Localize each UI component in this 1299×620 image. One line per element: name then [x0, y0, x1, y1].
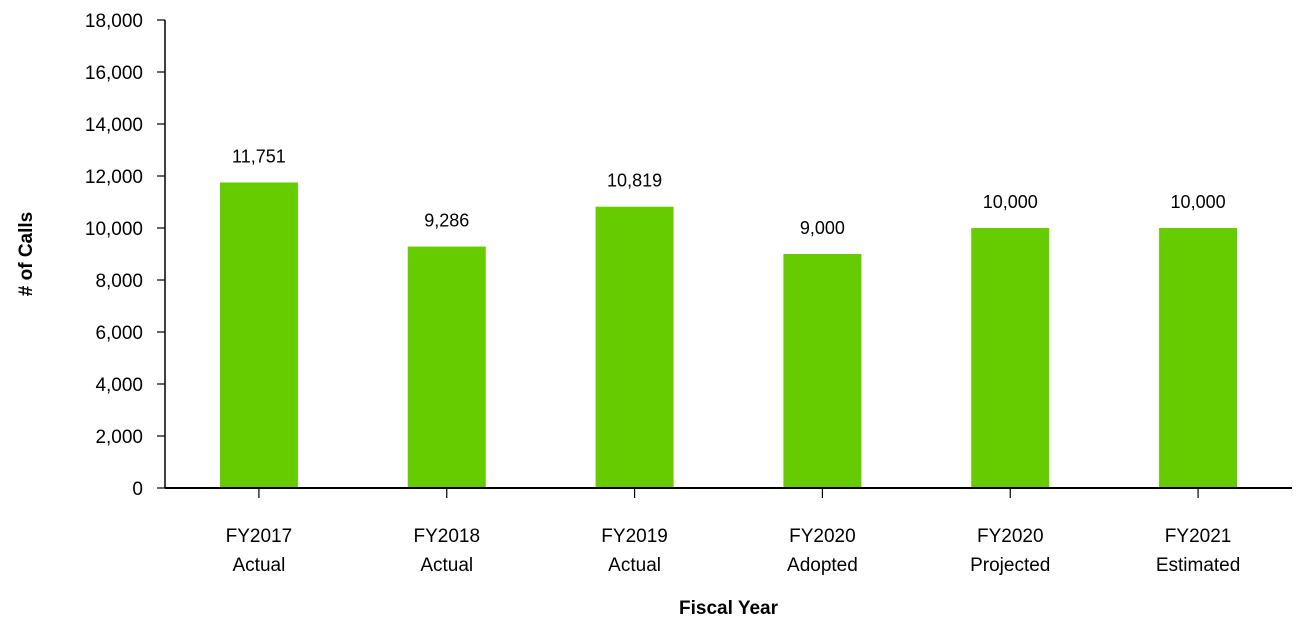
x-tick-label: FY2021 — [1165, 526, 1232, 547]
x-tick-label: Actual — [420, 555, 473, 576]
x-tick-label: Actual — [233, 555, 286, 576]
bar — [971, 228, 1050, 488]
y-tick-label: 18,000 — [85, 11, 143, 32]
y-tick-label: 4,000 — [95, 375, 143, 396]
bar — [407, 246, 486, 488]
bar-value-label: 9,286 — [424, 211, 469, 231]
bar-value-label: 11,751 — [232, 146, 286, 166]
x-tick-label: Projected — [970, 555, 1050, 576]
bar-value-label: 10,000 — [1171, 192, 1226, 212]
x-tick-label: Actual — [608, 555, 661, 576]
y-tick-label: 0 — [132, 479, 143, 500]
x-tick-label: FY2020 — [789, 526, 856, 547]
bar-value-label: 10,000 — [983, 192, 1038, 212]
data-labels: 11,751 9,286 10,819 9,000 10,000 10,000 — [232, 146, 1226, 238]
y-axis-ticks: 0 2,000 4,000 6,000 8,000 10,000 12,000 14,000 1… — [85, 11, 165, 500]
x-tick-label: Estimated — [1156, 555, 1240, 576]
y-tick-label: 14,000 — [85, 115, 143, 136]
y-tick-label: 8,000 — [95, 271, 143, 292]
y-tick-label: 12,000 — [85, 167, 143, 188]
y-tick-label: 10,000 — [85, 219, 143, 240]
x-tick-label: FY2020 — [977, 526, 1044, 547]
x-tick-label: Adopted — [787, 555, 858, 576]
x-tick-label: FY2017 — [226, 526, 293, 547]
y-axis-title: # of Calls — [16, 212, 37, 296]
bars — [219, 182, 1238, 488]
y-tick-label: 6,000 — [95, 323, 143, 344]
bar — [595, 206, 674, 488]
x-tick-label: FY2019 — [601, 526, 668, 547]
bar — [219, 182, 298, 488]
bar-value-label: 9,000 — [800, 218, 845, 238]
y-tick-label: 2,000 — [95, 427, 143, 448]
bar-value-label: 10,819 — [607, 171, 662, 191]
bar — [1159, 228, 1238, 488]
y-tick-label: 16,000 — [85, 63, 143, 84]
x-axis-ticks: FY2017 Actual FY2018 Actual FY2019 Actual FY20… — [226, 488, 1240, 576]
bar — [783, 254, 862, 488]
x-tick-label: FY2018 — [413, 526, 480, 547]
x-axis-title: Fiscal Year — [679, 598, 779, 619]
